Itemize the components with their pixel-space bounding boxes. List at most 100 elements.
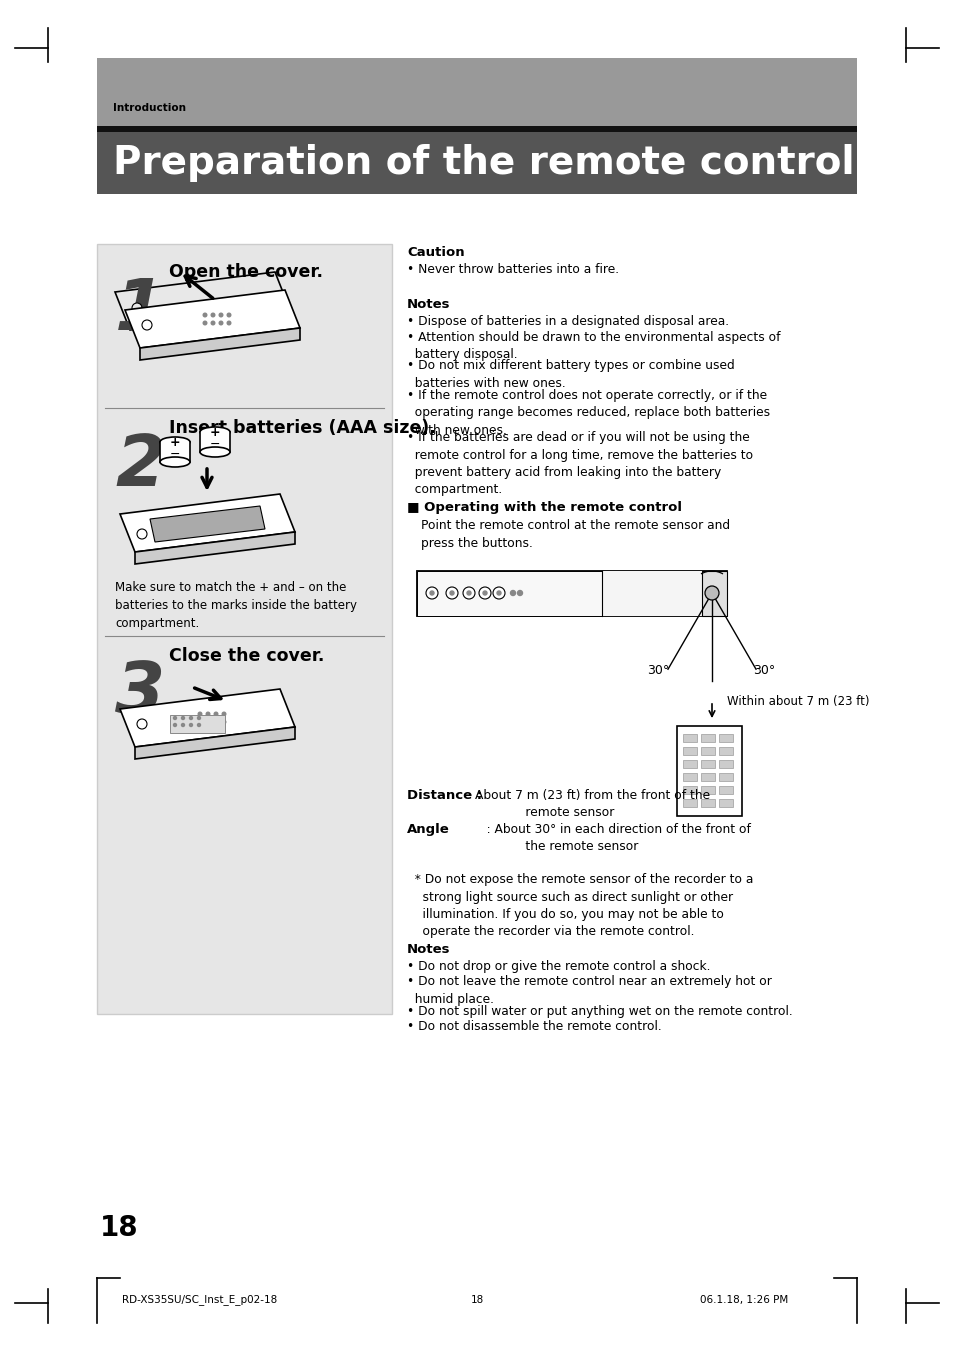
Bar xyxy=(682,747,697,755)
Text: RD-XS35SU/SC_Inst_E_p02-18: RD-XS35SU/SC_Inst_E_p02-18 xyxy=(122,1294,277,1305)
Bar xyxy=(170,715,225,734)
Text: −: − xyxy=(170,447,180,461)
Circle shape xyxy=(190,716,193,720)
Circle shape xyxy=(211,313,214,316)
Circle shape xyxy=(198,712,202,716)
Text: Preparation of the remote control: Preparation of the remote control xyxy=(112,145,854,182)
Text: −: − xyxy=(210,438,220,450)
Circle shape xyxy=(203,322,207,324)
Text: 18: 18 xyxy=(470,1296,483,1305)
Text: +: + xyxy=(210,426,220,439)
Text: • Do not drop or give the remote control a shock.: • Do not drop or give the remote control… xyxy=(407,961,710,973)
Circle shape xyxy=(222,720,226,724)
Text: 18: 18 xyxy=(100,1215,138,1242)
Circle shape xyxy=(142,320,152,330)
Text: • Never throw batteries into a fire.: • Never throw batteries into a fire. xyxy=(407,263,618,276)
Circle shape xyxy=(450,590,454,594)
Text: • Dispose of batteries in a designated disposal area.: • Dispose of batteries in a designated d… xyxy=(407,315,728,328)
Bar xyxy=(719,786,732,794)
Circle shape xyxy=(198,720,202,724)
Bar xyxy=(700,798,714,807)
Polygon shape xyxy=(135,727,294,759)
Text: • Do not leave the remote control near an extremely hot or
  humid place.: • Do not leave the remote control near a… xyxy=(407,975,771,1006)
Circle shape xyxy=(197,724,200,727)
Circle shape xyxy=(482,590,486,594)
Text: ■ Operating with the remote control: ■ Operating with the remote control xyxy=(407,501,681,513)
Bar xyxy=(682,773,697,781)
Text: • If the remote control does not operate correctly, or if the
  operating range : • If the remote control does not operate… xyxy=(407,389,769,436)
Text: Close the cover.: Close the cover. xyxy=(169,647,324,665)
Bar xyxy=(682,761,697,767)
Polygon shape xyxy=(115,272,290,330)
Circle shape xyxy=(426,586,437,598)
Text: 06.1.18, 1:26 PM: 06.1.18, 1:26 PM xyxy=(700,1296,787,1305)
Bar xyxy=(682,786,697,794)
Text: • Do not mix different battery types or combine used
  batteries with new ones.: • Do not mix different battery types or … xyxy=(407,359,734,390)
Bar xyxy=(700,734,714,742)
Circle shape xyxy=(517,590,522,596)
Circle shape xyxy=(132,303,142,313)
Text: 30°: 30° xyxy=(752,665,774,677)
Circle shape xyxy=(430,590,434,594)
Circle shape xyxy=(462,586,475,598)
Bar xyxy=(160,442,190,462)
Text: Caution: Caution xyxy=(407,246,464,259)
Ellipse shape xyxy=(200,447,230,457)
Circle shape xyxy=(214,720,217,724)
Circle shape xyxy=(467,590,471,594)
Text: 1: 1 xyxy=(115,276,165,345)
Circle shape xyxy=(173,724,176,727)
Bar xyxy=(200,432,230,453)
Text: 3: 3 xyxy=(115,659,165,728)
Circle shape xyxy=(203,313,207,316)
Circle shape xyxy=(222,712,226,716)
Text: Insert batteries (AAA size).: Insert batteries (AAA size). xyxy=(169,419,436,436)
Text: • Attention should be drawn to the environmental aspects of
  battery disposal.: • Attention should be drawn to the envir… xyxy=(407,331,780,361)
Text: Point the remote control at the remote sensor and
press the buttons.: Point the remote control at the remote s… xyxy=(420,519,729,550)
Polygon shape xyxy=(140,328,299,359)
Circle shape xyxy=(219,322,223,324)
Text: 2: 2 xyxy=(115,431,165,500)
Text: Make sure to match the + and – on the
batteries to the marks inside the battery
: Make sure to match the + and – on the ba… xyxy=(115,581,356,630)
Text: About 7 m (23 ft) from the front of the
             remote sensor: About 7 m (23 ft) from the front of the … xyxy=(475,789,709,820)
Bar xyxy=(416,571,726,616)
Text: Distance :: Distance : xyxy=(407,789,481,802)
Circle shape xyxy=(227,322,231,324)
Bar xyxy=(97,132,856,195)
Circle shape xyxy=(219,313,223,316)
Bar xyxy=(700,747,714,755)
Text: * Do not expose the remote sensor of the recorder to a
    strong light source s: * Do not expose the remote sensor of the… xyxy=(407,873,753,939)
Polygon shape xyxy=(135,532,294,563)
Bar xyxy=(97,245,392,1015)
Circle shape xyxy=(214,712,217,716)
Circle shape xyxy=(227,313,231,316)
Text: Notes: Notes xyxy=(407,299,450,311)
Bar xyxy=(97,126,856,132)
Text: • Do not disassemble the remote control.: • Do not disassemble the remote control. xyxy=(407,1020,661,1034)
Text: Angle: Angle xyxy=(407,823,449,836)
Text: • Do not spill water or put anything wet on the remote control.: • Do not spill water or put anything wet… xyxy=(407,1005,792,1017)
Bar xyxy=(719,773,732,781)
Circle shape xyxy=(510,590,515,596)
Circle shape xyxy=(493,586,504,598)
Bar xyxy=(416,571,601,616)
Polygon shape xyxy=(120,689,294,747)
Circle shape xyxy=(181,724,184,727)
Circle shape xyxy=(181,716,184,720)
Circle shape xyxy=(197,716,200,720)
Circle shape xyxy=(446,586,457,598)
Ellipse shape xyxy=(160,436,190,447)
Bar xyxy=(677,725,741,816)
Circle shape xyxy=(190,724,193,727)
Bar xyxy=(700,786,714,794)
Text: Notes: Notes xyxy=(407,943,450,957)
Bar xyxy=(719,798,732,807)
Circle shape xyxy=(478,586,491,598)
Bar xyxy=(700,761,714,767)
Bar xyxy=(719,761,732,767)
Text: Introduction: Introduction xyxy=(112,103,186,113)
Bar xyxy=(601,571,701,616)
Circle shape xyxy=(206,712,210,716)
Circle shape xyxy=(137,719,147,730)
Bar xyxy=(97,58,856,126)
